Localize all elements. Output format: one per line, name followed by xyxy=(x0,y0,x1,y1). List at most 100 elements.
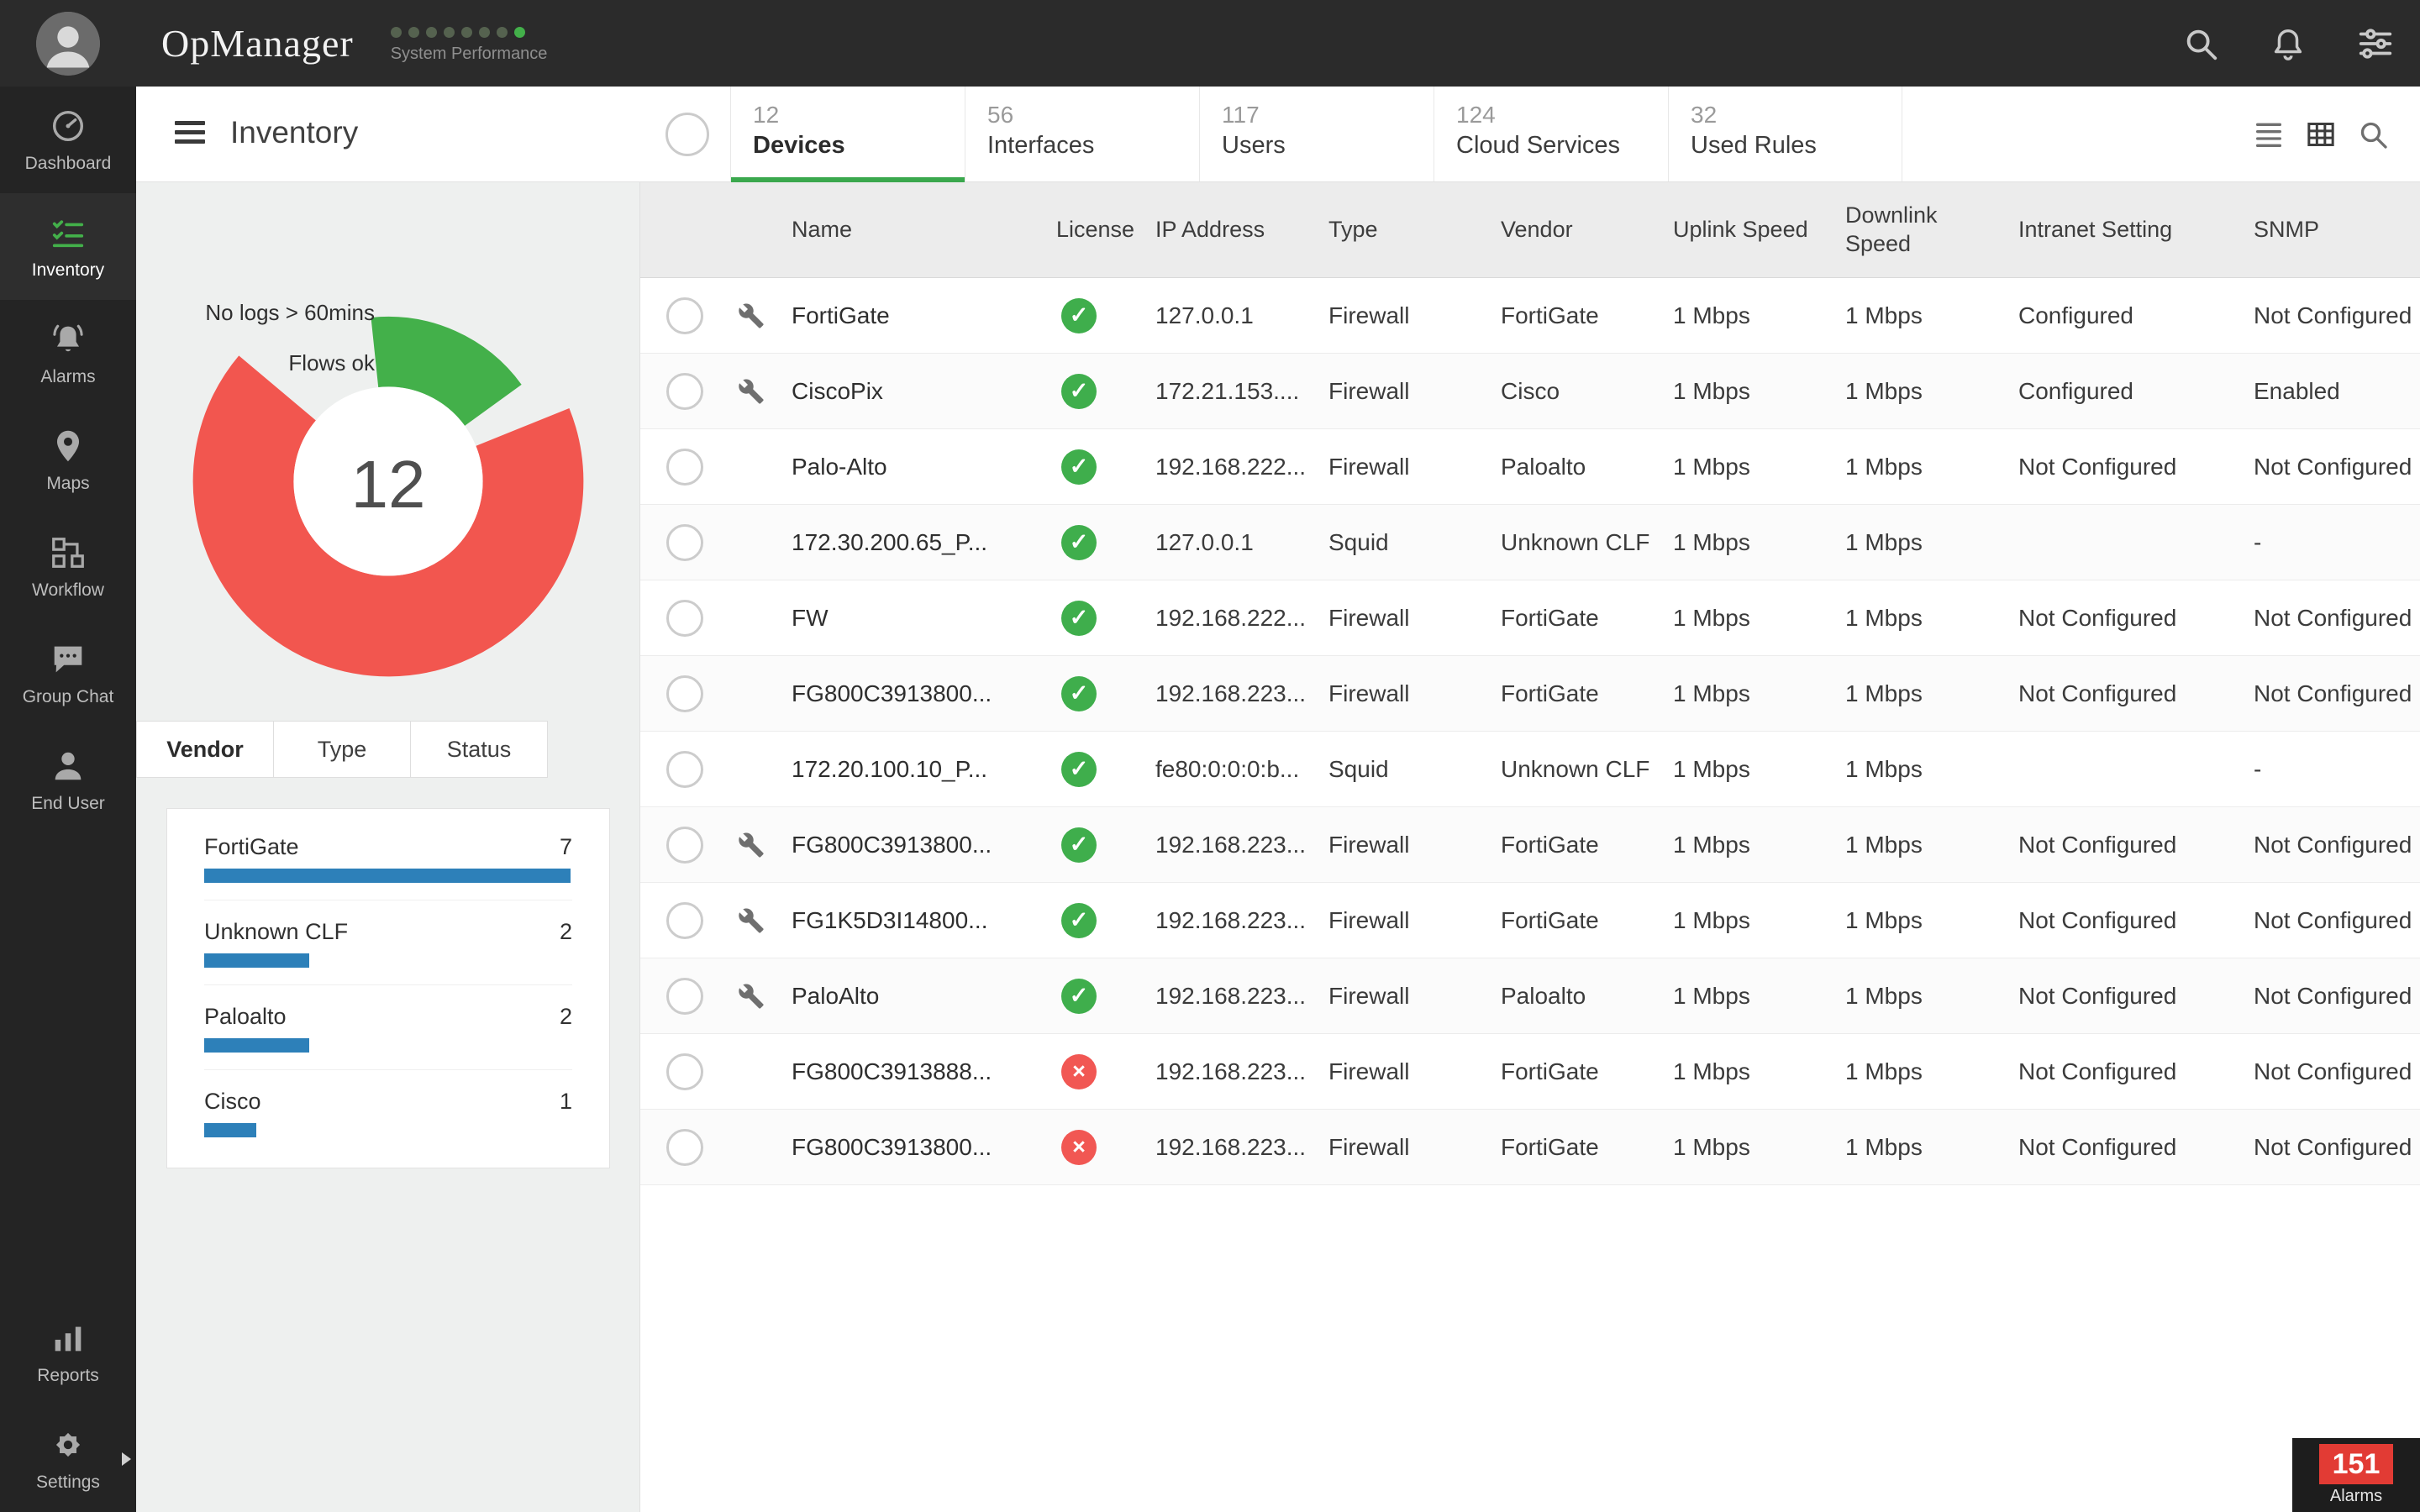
device-name-link[interactable]: FG800C3913800... xyxy=(792,831,992,858)
vendor-bar-item-cisco[interactable]: Cisco 1 xyxy=(204,1070,572,1154)
sidebar-item-maps[interactable]: Maps xyxy=(0,407,136,513)
tab-interfaces[interactable]: 56 Interfaces xyxy=(965,87,1199,181)
wrench-icon[interactable] xyxy=(738,832,765,858)
column-header-snmp[interactable]: SNMP xyxy=(2254,216,2320,242)
app-logo: OpManager xyxy=(161,22,354,65)
device-name-link[interactable]: FG800C3913800... xyxy=(792,1133,992,1160)
row-select-radio[interactable] xyxy=(666,901,703,939)
row-select-radio[interactable] xyxy=(666,826,703,864)
device-name-link[interactable]: FG800C3913800... xyxy=(792,680,992,706)
grid-view-icon[interactable] xyxy=(2304,118,2338,151)
list-view-icon[interactable] xyxy=(2252,118,2286,151)
device-name-link[interactable]: 172.20.100.10_P... xyxy=(792,755,988,782)
vendor-count: 2 xyxy=(559,919,572,944)
vendor-bar-item-unknown-clf[interactable]: Unknown CLF 2 xyxy=(204,900,572,985)
table-row[interactable]: FG800C3913800... × 192.168.223... Firewa… xyxy=(640,1110,2420,1185)
ip-address-cell: 127.0.0.1 xyxy=(1155,302,1254,328)
device-name-link[interactable]: CiscoPix xyxy=(792,377,883,404)
table-row[interactable]: FG800C3913800... ✓ 192.168.223... Firewa… xyxy=(640,807,2420,883)
row-select-radio[interactable] xyxy=(666,1128,703,1166)
table-search-icon[interactable] xyxy=(2356,118,2390,151)
device-name-link[interactable]: FG800C3913888... xyxy=(792,1058,992,1084)
menu-icon[interactable] xyxy=(175,121,205,149)
sidebar-item-reports[interactable]: Reports xyxy=(0,1299,136,1405)
search-icon[interactable] xyxy=(2181,24,2220,63)
device-name-link[interactable]: 172.30.200.65_P... xyxy=(792,528,988,555)
column-header-ip-address[interactable]: IP Address xyxy=(1155,216,1265,242)
row-select-radio[interactable] xyxy=(666,297,703,334)
column-header-type[interactable]: Type xyxy=(1328,216,1378,242)
column-header-uplink-speed[interactable]: Uplink Speed xyxy=(1673,216,1808,242)
table-row[interactable]: FortiGate ✓ 127.0.0.1 Firewall FortiGate… xyxy=(640,278,2420,354)
filter-tab-type[interactable]: Type xyxy=(273,721,411,778)
filter-tab-status[interactable]: Status xyxy=(410,721,548,778)
gear-icon xyxy=(49,1425,87,1464)
table-row[interactable]: FG1K5D3I14800... ✓ 192.168.223... Firewa… xyxy=(640,883,2420,958)
row-select-radio[interactable] xyxy=(666,599,703,637)
row-select-radio[interactable] xyxy=(666,448,703,486)
sidebar-item-inventory[interactable]: Inventory xyxy=(0,193,136,300)
summary-panel: 12 No logs > 60mins Flows ok Vendor Type S… xyxy=(136,182,640,1512)
vendor-bar xyxy=(204,869,571,883)
user-avatar[interactable] xyxy=(0,11,136,76)
table-row[interactable]: 172.30.200.65_P... ✓ 127.0.0.1 Squid Unk… xyxy=(640,505,2420,580)
donut-label-no-logs: No logs > 60mins xyxy=(205,300,375,325)
sidebar-item-dashboard[interactable]: Dashboard xyxy=(0,87,136,193)
table-row[interactable]: FG800C3913888... × 192.168.223... Firewa… xyxy=(640,1034,2420,1110)
column-header-license[interactable]: License xyxy=(1056,216,1135,242)
wrench-icon[interactable] xyxy=(738,983,765,1010)
row-select-radio[interactable] xyxy=(666,750,703,788)
sidebar-item-group-chat[interactable]: Group Chat xyxy=(0,620,136,727)
sidebar-item-alarms[interactable]: Alarms xyxy=(0,300,136,407)
select-all-radio[interactable] xyxy=(666,113,709,156)
vendor-cell: FortiGate xyxy=(1501,1058,1599,1084)
sidebar-item-settings[interactable]: Settings xyxy=(0,1405,136,1512)
alarm-count-badge[interactable]: 151 xyxy=(2318,1443,2394,1485)
settings-expand-arrow[interactable] xyxy=(122,1452,131,1466)
tab-count: 124 xyxy=(1456,102,1496,128)
column-header-name[interactable]: Name xyxy=(792,216,853,242)
column-header-downlink-speed[interactable]: Downlink Speed xyxy=(1845,202,1938,256)
device-name-link[interactable]: FG1K5D3I14800... xyxy=(792,906,988,933)
table-row[interactable]: FG800C3913800... ✓ 192.168.223... Firewa… xyxy=(640,656,2420,732)
column-header-intranet-setting[interactable]: Intranet Setting xyxy=(2018,216,2173,242)
wrench-icon[interactable] xyxy=(738,907,765,934)
bell-icon[interactable] xyxy=(2269,24,2307,63)
vendor-bar-item-paloalto[interactable]: Paloalto 2 xyxy=(204,985,572,1070)
device-name-link[interactable]: Palo-Alto xyxy=(792,453,887,480)
row-select-radio[interactable] xyxy=(666,977,703,1015)
license-status-icon: ✓ xyxy=(1061,827,1097,863)
wrench-icon[interactable] xyxy=(738,378,765,405)
snmp-cell: Not Configured xyxy=(2254,1058,2412,1084)
table-row[interactable]: Palo-Alto ✓ 192.168.222... Firewall Palo… xyxy=(640,429,2420,505)
sidebar-item-end-user[interactable]: End User xyxy=(0,727,136,833)
filter-tab-vendor[interactable]: Vendor xyxy=(136,721,274,778)
vendor-name: Paloalto xyxy=(204,1004,287,1029)
device-name-link[interactable]: PaloAlto xyxy=(792,982,880,1009)
wrench-icon[interactable] xyxy=(738,302,765,329)
sidebar-item-workflow[interactable]: Workflow xyxy=(0,513,136,620)
table-row[interactable]: FW ✓ 192.168.222... Firewall FortiGate 1… xyxy=(640,580,2420,656)
device-name-link[interactable]: FW xyxy=(792,604,829,631)
tab-cloud-services[interactable]: 124 Cloud Services xyxy=(1434,87,1668,181)
alarm-count-label: Alarms xyxy=(2329,1487,2383,1506)
alarm-counter-widget[interactable]: 151 Alarms xyxy=(2292,1438,2420,1512)
tab-users[interactable]: 117 Users xyxy=(1199,87,1434,181)
device-name-link[interactable]: FortiGate xyxy=(792,302,890,328)
row-select-radio[interactable] xyxy=(666,1053,703,1090)
table-row[interactable]: PaloAlto ✓ 192.168.223... Firewall Paloa… xyxy=(640,958,2420,1034)
tab-used-rules[interactable]: 32 Used Rules xyxy=(1668,87,1902,181)
license-status-icon: ✓ xyxy=(1061,373,1097,409)
tab-label: Users xyxy=(1222,132,1286,159)
table-row[interactable]: CiscoPix ✓ 172.21.153.... Firewall Cisco… xyxy=(640,354,2420,429)
table-row[interactable]: 172.20.100.10_P... ✓ fe80:0:0:0:b... Squ… xyxy=(640,732,2420,807)
row-select-radio[interactable] xyxy=(666,675,703,712)
downlink-speed-cell: 1 Mbps xyxy=(1845,1058,1923,1084)
tab-devices[interactable]: 12 Devices xyxy=(730,87,965,182)
row-select-radio[interactable] xyxy=(666,372,703,410)
column-header-vendor[interactable]: Vendor xyxy=(1501,216,1573,242)
vendor-bar-item-fortigate[interactable]: FortiGate 7 xyxy=(204,816,572,900)
filter-icon[interactable] xyxy=(2356,24,2395,63)
page-title: Inventory xyxy=(230,115,359,150)
row-select-radio[interactable] xyxy=(666,523,703,561)
